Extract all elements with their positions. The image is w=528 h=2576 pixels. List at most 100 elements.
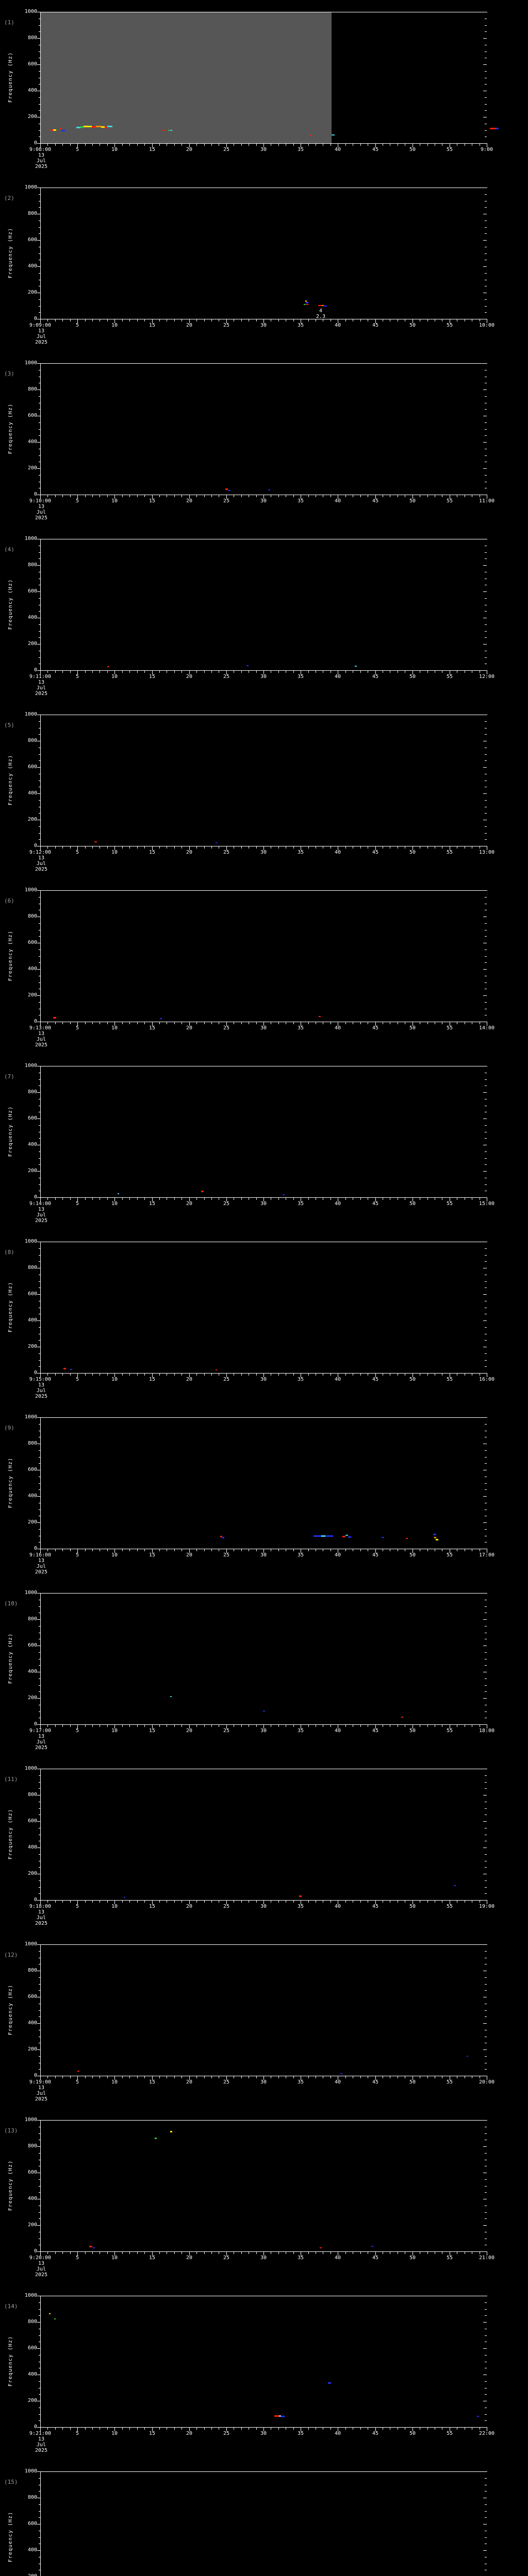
x-tick-label: 40 — [334, 674, 341, 680]
y-minor-tick — [39, 1457, 40, 1458]
x-minor-tick — [174, 495, 175, 497]
y-major-tick-right — [483, 2225, 487, 2226]
y-minor-tick — [39, 1340, 40, 1341]
x-minor-tick — [62, 1549, 63, 1551]
x-tick-label: 45 — [372, 1904, 379, 1909]
x-minor-tick — [129, 2428, 130, 2430]
y-minor-tick — [39, 839, 40, 840]
y-minor-tick — [39, 631, 40, 632]
y-minor-tick-right — [485, 475, 487, 476]
y-minor-tick — [39, 1867, 40, 1868]
x-start-time-label: 9:09:00 — [29, 323, 52, 328]
y-minor-tick — [39, 1489, 40, 1490]
x-minor-tick — [308, 2076, 309, 2078]
x-minor-tick — [144, 144, 145, 146]
x-tick-label: 20 — [186, 1377, 193, 1382]
y-major-tick — [37, 1092, 40, 1093]
x-minor-tick — [92, 2076, 93, 2078]
y-minor-tick — [39, 637, 40, 638]
x-minor-tick — [196, 846, 197, 849]
spectrogram-panel: (15)Frequency (Hz)0200400600800100051015… — [0, 2468, 528, 2576]
spectrogram-mark — [220, 1536, 222, 1537]
x-minor-tick — [174, 1022, 175, 1024]
y-minor-tick — [39, 1788, 40, 1789]
x-tick-label: 25 — [223, 323, 230, 328]
y-minor-tick — [39, 1685, 40, 1686]
spectrogram-mark — [84, 126, 92, 127]
x-tick-label: 40 — [334, 1728, 341, 1734]
x-major-tick — [189, 1374, 190, 1377]
x-major-tick — [375, 1198, 376, 1201]
y-minor-tick — [39, 253, 40, 254]
y-minor-tick-right — [485, 1483, 487, 1484]
y-minor-tick — [39, 2381, 40, 2382]
x-major-tick — [412, 1198, 413, 1201]
x-minor-tick — [293, 1901, 294, 1903]
x-major-tick — [114, 1549, 115, 1553]
y-major-tick — [37, 565, 40, 566]
y-tick-label: 600 — [27, 764, 37, 770]
x-minor-tick — [278, 1725, 279, 1727]
plot-spine-top — [40, 1417, 487, 1418]
y-major-tick-right — [483, 1294, 487, 1295]
y-minor-tick — [39, 299, 40, 300]
spectrogram-mark — [80, 126, 84, 128]
x-minor-tick — [278, 671, 279, 673]
x-minor-tick — [129, 2076, 130, 2078]
y-axis-title-wrap: Frequency (Hz) — [6, 2120, 14, 2251]
y-tick-label: 1000 — [24, 1590, 37, 1596]
spectrogram-mark — [332, 134, 335, 135]
spectrogram-mark — [454, 1885, 456, 1886]
y-minor-tick-right — [485, 813, 487, 814]
x-minor-tick — [159, 495, 160, 497]
y-minor-tick-right — [485, 312, 487, 313]
spectrogram-mark — [355, 666, 357, 667]
y-minor-tick-right — [485, 1151, 487, 1152]
y-major-tick — [37, 1900, 40, 1901]
y-major-tick-right — [483, 1092, 487, 1093]
x-major-tick — [189, 1725, 190, 1728]
y-tick-label: 400 — [27, 2196, 37, 2201]
y-tick-label: 200 — [27, 1871, 37, 1876]
plot-spine-left — [40, 890, 41, 1022]
x-end-time-label: 22:00 — [478, 2431, 495, 2436]
x-tick-label: 25 — [223, 498, 230, 504]
y-tick-label: 1000 — [24, 1414, 37, 1420]
x-tick-label: 10 — [111, 1904, 118, 1909]
x-minor-tick — [129, 1725, 130, 1727]
x-tick-label: 40 — [334, 2431, 341, 2436]
y-minor-tick — [39, 1990, 40, 1991]
x-minor-tick — [144, 2076, 145, 2078]
y-tick-label: 200 — [27, 290, 37, 295]
x-minor-tick — [122, 1901, 123, 1903]
y-major-tick-right — [483, 2049, 487, 2050]
y-tick-label: 600 — [27, 2345, 37, 2351]
x-tick-label: 30 — [260, 2255, 267, 2261]
y-minor-tick — [39, 1887, 40, 1888]
y-major-tick — [37, 644, 40, 645]
y-minor-tick — [39, 721, 40, 722]
spectrogram-mark — [107, 126, 112, 127]
x-minor-tick — [129, 144, 130, 146]
y-tick-label: 600 — [27, 1818, 37, 1824]
x-start-time-label: 9:17:00 — [29, 1728, 52, 1734]
x-major-tick — [152, 846, 153, 850]
y-minor-tick-right — [485, 1287, 487, 1288]
x-major-tick — [114, 319, 115, 323]
x-major-tick — [412, 1022, 413, 1026]
x-tick-label: 10 — [111, 323, 118, 328]
x-tick-label: 55 — [446, 1025, 453, 1031]
x-minor-tick — [70, 846, 71, 849]
spectrogram-mark — [467, 2056, 468, 2057]
x-tick-label: 15 — [148, 2079, 156, 2085]
x-tick-label: 30 — [260, 323, 267, 328]
x-tick-label: 40 — [334, 1377, 341, 1382]
y-minor-tick — [39, 1424, 40, 1425]
y-minor-tick-right — [485, 306, 487, 307]
x-tick-label: 50 — [409, 498, 416, 504]
x-tick-label: 25 — [223, 2255, 230, 2261]
x-minor-tick — [293, 144, 294, 146]
y-minor-tick — [39, 409, 40, 410]
x-minor-tick — [293, 495, 294, 497]
x-tick-label: 50 — [409, 1201, 416, 1207]
